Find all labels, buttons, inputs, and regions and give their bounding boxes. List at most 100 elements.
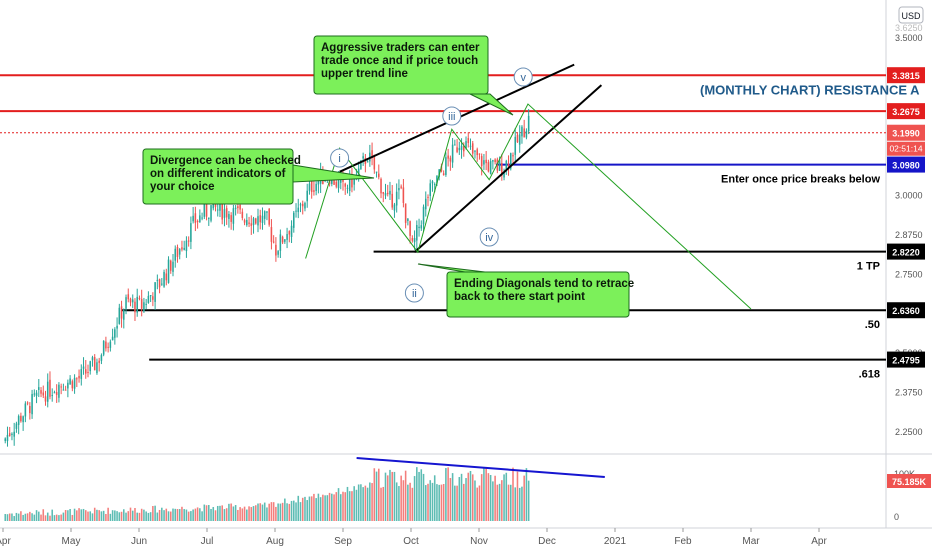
currency-button[interactable]: USD	[898, 6, 924, 24]
candle-body	[476, 149, 478, 156]
volume-bar	[178, 509, 181, 521]
volume-bar	[192, 509, 194, 521]
callout-box[interactable]	[446, 271, 630, 318]
volume-bar	[118, 512, 121, 521]
volume-bar	[261, 504, 264, 521]
volume-bar	[149, 512, 152, 521]
callout-text: Aggressive traders can enter trade once a…	[321, 42, 480, 80]
candle-body	[286, 234, 288, 240]
candle-body	[6, 434, 9, 442]
volume-bar	[154, 505, 156, 521]
volume-bar	[214, 510, 217, 521]
candle-body	[427, 196, 429, 198]
volume-bar	[355, 489, 358, 521]
volume-bar	[290, 500, 293, 521]
volume-bar	[26, 513, 29, 521]
volume-bar	[438, 484, 440, 521]
volume-bar	[138, 512, 141, 521]
wave-label: i	[338, 153, 340, 165]
candle-body	[360, 160, 362, 169]
volume-divergence-line[interactable]	[356, 457, 605, 478]
candle-body	[62, 389, 65, 391]
price-axis[interactable]: 3.50003.00002.87502.75002.50002.37502.25…	[887, 23, 931, 522]
candle-body	[221, 203, 223, 220]
candle-body	[293, 212, 295, 228]
candle-body	[279, 234, 282, 251]
candle-body	[507, 163, 510, 167]
wave-path[interactable]	[305, 103, 752, 310]
candle-body	[194, 213, 197, 223]
volume-bar	[512, 467, 514, 521]
candle-body	[51, 394, 53, 396]
candle-body	[498, 160, 501, 171]
candle-body	[228, 213, 230, 219]
volume-bar	[194, 508, 197, 521]
wave-label-circle[interactable]	[330, 148, 350, 168]
candle-body	[308, 183, 311, 191]
volume-bar	[362, 487, 364, 521]
price-tick-label: 2.7500	[895, 269, 923, 279]
candle-body	[234, 207, 237, 209]
candle-body	[471, 143, 474, 154]
level-annotation: .618	[859, 369, 880, 381]
volume-bar	[17, 513, 20, 521]
callout-box[interactable]	[142, 148, 294, 205]
wave-label-circle[interactable]	[513, 67, 533, 87]
candle-body	[451, 144, 454, 163]
volume-bar	[185, 509, 188, 521]
level-price-label: 2.8220	[892, 248, 920, 258]
candle-body	[158, 279, 161, 288]
price-levels-layer: (MONTHLY CHART) RESISTANCE A Enter once p…	[0, 74, 920, 381]
wave-label-circle[interactable]	[404, 283, 424, 303]
candle-body	[295, 210, 297, 212]
volume-bar	[33, 514, 36, 521]
volume-bar	[266, 507, 268, 521]
candle-body	[261, 215, 264, 223]
volume-bar	[127, 511, 130, 521]
candle-body	[111, 336, 114, 341]
wave-label-circle[interactable]	[442, 106, 462, 126]
volume-bar	[40, 514, 42, 521]
volume-bar	[483, 468, 485, 521]
candle-body	[190, 223, 192, 242]
candle-body	[418, 226, 420, 229]
volume-bar	[467, 472, 470, 521]
candle-body	[449, 157, 452, 162]
candle-body	[140, 298, 143, 309]
candle-body	[505, 160, 508, 172]
candle-body	[395, 191, 398, 206]
volume-bar	[93, 507, 96, 521]
volume-bar	[250, 507, 253, 521]
volume-bar	[306, 500, 308, 521]
candle-body	[489, 161, 492, 174]
candle-body	[375, 171, 378, 173]
volume-bar	[201, 511, 203, 521]
volume-bar	[498, 483, 501, 521]
candle-body	[429, 183, 432, 197]
time-tick-label: May	[62, 536, 81, 547]
wave-label-circle[interactable]	[479, 227, 499, 247]
volume-bar	[73, 508, 76, 521]
volume-bar	[98, 510, 100, 521]
callout-box[interactable]	[313, 35, 489, 95]
candle-body	[138, 297, 141, 299]
candle-body	[114, 329, 116, 338]
candle-body	[277, 251, 279, 255]
candle-body	[100, 355, 103, 361]
candle-body	[187, 240, 190, 242]
time-axis[interactable]: Apr May Jun Jul Aug Sep Oct Nov Dec 2021 Feb Mar Apr	[0, 528, 827, 547]
time-tick-label: Feb	[674, 536, 692, 547]
lower-trend-line[interactable]	[413, 84, 603, 253]
candle-body	[167, 259, 170, 283]
volume-bar	[420, 469, 423, 521]
wave-label: iv	[485, 232, 493, 244]
candle-body	[284, 239, 286, 242]
volume-bar	[460, 473, 463, 521]
candle-body	[512, 155, 514, 157]
candle-body	[272, 241, 275, 243]
volume-bar	[357, 484, 360, 521]
volume-bar	[270, 502, 273, 521]
candle-body	[20, 415, 22, 422]
